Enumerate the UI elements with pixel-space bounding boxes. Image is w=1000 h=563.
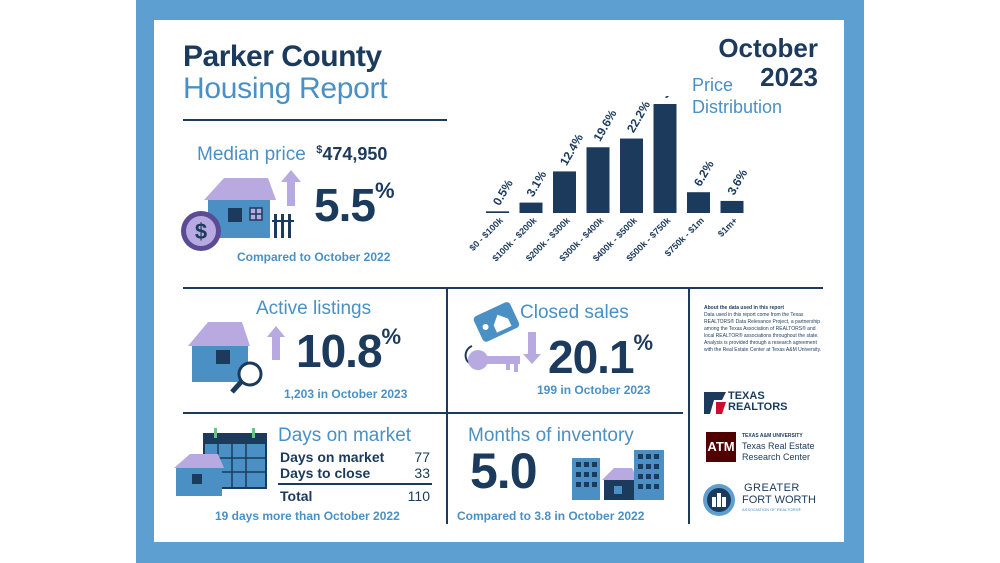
report-title-subtitle: Housing Report	[183, 72, 388, 105]
dom-total-value: 110	[407, 488, 430, 504]
months-inventory-comparison: Compared to 3.8 in October 2022	[457, 509, 645, 523]
tamu-university: TEXAS A&M UNIVERSITY	[742, 433, 803, 439]
chart-title-line1: Price	[692, 75, 734, 95]
texas-realtors-mark-icon	[704, 392, 726, 414]
median-change-unit: %	[374, 178, 395, 203]
texas-realtors-text: TEXAS REALTORS	[728, 390, 788, 413]
title-divider	[183, 119, 447, 121]
svg-text:$: $	[195, 219, 207, 244]
median-change-value: 5.5	[314, 179, 376, 231]
median-price-value: 474,950	[322, 144, 388, 164]
active-listings-label: Active listings	[256, 298, 372, 319]
tamu-mark-icon: ATM	[706, 432, 736, 462]
gfw-line2: FORT WORTH	[742, 494, 816, 506]
closed-sales-change-unit: %	[633, 330, 654, 355]
chart-bar	[687, 192, 710, 213]
chart-value-label: 12.4%	[557, 131, 586, 168]
median-price-header: Median price $474,950	[197, 144, 387, 166]
about-title: About the data used in this report	[704, 305, 785, 311]
dtc-row-value: 33	[414, 465, 430, 481]
chart-value-label: 3.1%	[523, 168, 549, 199]
chart-value-label: 6.2%	[691, 158, 717, 189]
tamu-line1: Texas Real Estate	[742, 441, 815, 451]
report-year: 2023	[760, 62, 818, 92]
tamu-logo: ATM TEXAS A&M UNIVERSITY Texas Real Esta…	[706, 432, 826, 466]
active-listings-change: 10.8%	[296, 324, 401, 378]
chart-bar	[586, 147, 610, 213]
gfw-line1: GREATER	[744, 482, 800, 494]
dom-total-divider	[278, 483, 432, 485]
chart-bar	[486, 211, 509, 213]
gfw-mark-icon	[703, 484, 735, 516]
months-inventory-value: 5.0	[470, 443, 538, 499]
closed-sales-change-value: 20.1	[548, 331, 635, 383]
chart-title-line2: Distribution	[692, 97, 783, 117]
median-change: 5.5%	[314, 178, 395, 232]
closed-sales-detail: 199 in October 2023	[537, 383, 651, 397]
chart-value-label: 32.5%	[657, 96, 686, 101]
report-month: October	[718, 33, 818, 63]
median-comparison: Compared to October 2022	[237, 250, 391, 264]
report-date: October 2023	[700, 34, 818, 92]
dom-row-value: 77	[414, 449, 430, 465]
chart-bar	[519, 202, 543, 213]
dom-row-label: Days on market	[280, 449, 385, 465]
dtc-row-label: Days to close	[280, 465, 371, 481]
active-listings-change-unit: %	[381, 324, 402, 349]
section-divider-top	[183, 287, 823, 289]
texas-realtors-logo: TEXAS REALTORS	[700, 390, 810, 416]
about-body: Data used in this report come from the T…	[704, 312, 822, 353]
dom-total-label: Total	[280, 488, 313, 504]
house-dollar-icon: $	[181, 178, 294, 251]
arrow-up-icon	[281, 170, 301, 206]
chart-bar	[720, 200, 744, 213]
chart-title: Price Distribution	[692, 74, 782, 118]
months-inventory-label: Months of inventory	[468, 425, 634, 446]
gfw-line3: ASSOCIATION OF REALTORS®	[742, 507, 801, 512]
chart-value-label: 19.6%	[590, 107, 619, 144]
section-divider-middle	[183, 412, 683, 414]
house-magnifier-icon	[188, 322, 263, 394]
days-on-market-label: Days on market	[278, 425, 412, 446]
chart-bar	[553, 171, 576, 213]
section-divider-center	[446, 288, 448, 524]
buildings-icon	[572, 450, 664, 500]
gfw-logo: GREATER FORT WORTH ASSOCIATION OF REALTO…	[702, 481, 832, 521]
closed-sales-label: Closed sales	[520, 302, 629, 323]
arrow-up-icon	[267, 326, 285, 360]
days-on-market-comparison: 19 days more than October 2022	[215, 509, 400, 523]
section-divider-right	[688, 288, 690, 524]
median-price-label: Median price	[197, 144, 306, 165]
active-listings-change-value: 10.8	[296, 325, 383, 377]
chart-category-label: $1m+	[716, 215, 740, 239]
chart-value-label: 0.5%	[490, 177, 516, 208]
report-title-county: Parker County	[183, 40, 382, 73]
calendar-house-icon	[174, 428, 267, 496]
tamu-line2: Research Center	[742, 452, 811, 462]
active-listings-detail: 1,203 in October 2023	[284, 387, 408, 401]
chart-value-label: 3.6%	[724, 166, 750, 197]
chart-bar	[620, 138, 643, 213]
chart-bar	[653, 104, 677, 213]
arrow-down-icon	[523, 332, 541, 364]
key-tag-icon	[464, 302, 520, 372]
chart-value-label: 22.2%	[624, 98, 653, 135]
closed-sales-change: 20.1%	[548, 330, 653, 384]
currency-symbol: $	[316, 144, 323, 156]
